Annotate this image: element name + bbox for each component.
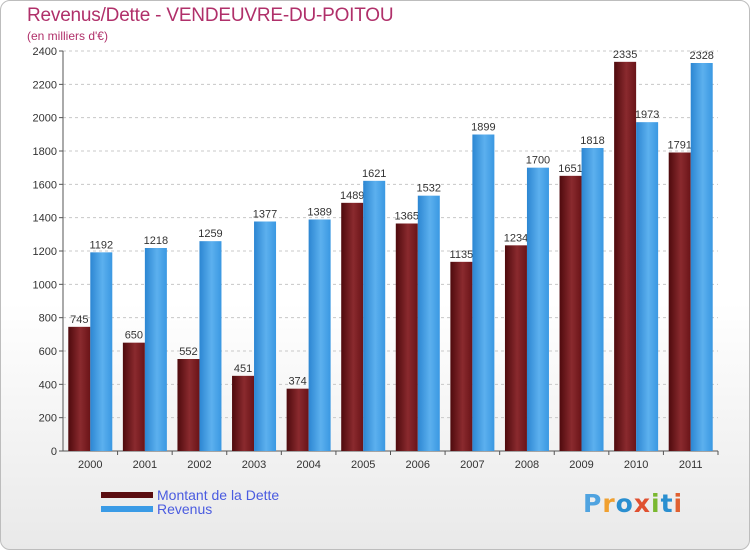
- y-tick-label: 0: [51, 446, 57, 458]
- legend-item-revenus: Revenus: [101, 501, 212, 517]
- legend-item-dette: Montant de la Dette: [101, 487, 279, 503]
- x-tick-label: 2005: [351, 459, 375, 471]
- y-tick-label: 1800: [33, 146, 57, 158]
- x-tick-label: 2006: [406, 459, 430, 471]
- y-tick-label: 2000: [33, 113, 57, 125]
- legend-swatch-dette: [101, 492, 153, 498]
- logo-letter: o: [615, 489, 634, 518]
- x-tick-label: 2007: [460, 459, 484, 471]
- bar-dette: [177, 359, 200, 451]
- bar-dette: [232, 375, 255, 451]
- legend-label-dette: Montant de la Dette: [157, 487, 280, 503]
- data-label-revenus: 1899: [471, 122, 495, 134]
- bar-dette: [668, 152, 691, 451]
- bar-dette: [395, 223, 418, 451]
- x-tick-label: 2011: [679, 459, 703, 471]
- x-tick-label: 2009: [569, 459, 593, 471]
- bar-dette: [614, 61, 637, 451]
- bar-dette: [559, 175, 582, 452]
- y-tick-label: 2200: [33, 79, 57, 91]
- data-label-dette: 1489: [340, 190, 364, 202]
- bar-revenus: [308, 219, 331, 451]
- data-label-revenus: 1389: [307, 207, 331, 219]
- y-tick-label: 1000: [33, 279, 57, 291]
- y-tick-label: 2400: [33, 46, 57, 58]
- data-label-revenus: 2328: [689, 50, 713, 62]
- bar-revenus: [690, 63, 713, 451]
- x-tick-label: 2004: [296, 459, 320, 471]
- bar-dette: [341, 202, 364, 451]
- bar-dette: [122, 342, 145, 451]
- bar-revenus: [636, 122, 659, 452]
- bar-revenus: [254, 221, 277, 451]
- logo-letter: t: [660, 489, 674, 518]
- data-label-revenus: 1818: [580, 135, 604, 147]
- data-label-dette: 552: [179, 346, 197, 358]
- data-label-dette: 1135: [450, 249, 474, 261]
- y-tick-label: 1200: [33, 246, 57, 258]
- chart-title: Revenus/Dette - VENDEUVRE-DU-POITOU: [27, 5, 394, 26]
- data-label-revenus: 1700: [526, 155, 550, 167]
- bar-revenus: [199, 241, 222, 451]
- data-label-revenus: 1218: [144, 235, 168, 247]
- chart-subtitle: (en milliers d'€): [27, 29, 108, 43]
- x-tick-label: 2008: [515, 459, 539, 471]
- logo-letter: i: [651, 489, 661, 518]
- data-label-revenus: 1192: [89, 239, 113, 251]
- bar-revenus: [144, 248, 167, 451]
- data-label-dette: 1651: [558, 163, 582, 175]
- data-label-dette: 374: [288, 376, 306, 388]
- x-tick-label: 2002: [187, 459, 211, 471]
- logo-letter: i: [673, 489, 684, 518]
- x-tick-label: 2003: [242, 459, 266, 471]
- data-label-revenus: 1973: [635, 109, 659, 121]
- bar-revenus: [363, 180, 386, 452]
- bar-revenus: [90, 252, 113, 451]
- legend-label-revenus: Revenus: [157, 501, 213, 517]
- bar-revenus: [472, 134, 495, 451]
- bar-revenus: [581, 148, 604, 451]
- y-tick-label: 1600: [33, 179, 57, 191]
- x-tick-label: 2000: [78, 459, 102, 471]
- y-tick-label: 600: [39, 346, 57, 358]
- y-tick-label: 800: [39, 313, 57, 325]
- x-tick-label: 2001: [133, 459, 157, 471]
- logo-letter: x: [633, 489, 651, 518]
- bar-revenus: [526, 167, 549, 451]
- logo-letter: P: [583, 489, 603, 518]
- proxiti-logo: Proxiti: [583, 489, 683, 518]
- y-tick-label: 200: [39, 413, 57, 425]
- data-label-dette: 745: [70, 314, 88, 326]
- legend-swatch-revenus: [101, 506, 153, 512]
- bar-dette: [450, 261, 473, 451]
- bar-dette: [286, 388, 309, 451]
- data-label-revenus: 1259: [198, 228, 222, 240]
- x-tick-label: 2010: [624, 459, 648, 471]
- y-tick-label: 400: [39, 379, 57, 391]
- data-label-dette: 1234: [504, 232, 528, 244]
- bar-dette: [504, 245, 527, 451]
- bar-dette: [68, 326, 91, 451]
- data-label-revenus: 1377: [253, 209, 277, 221]
- data-label-revenus: 1532: [417, 183, 441, 195]
- bar-revenus: [417, 195, 440, 451]
- data-label-revenus: 1621: [362, 168, 386, 180]
- data-label-dette: 650: [125, 330, 143, 342]
- data-label-dette: 2335: [613, 49, 637, 61]
- y-tick-label: 1400: [33, 213, 57, 225]
- data-label-dette: 1791: [667, 140, 691, 152]
- data-label-dette: 1365: [395, 211, 419, 223]
- data-label-dette: 451: [234, 363, 252, 375]
- logo-letter: r: [602, 489, 616, 518]
